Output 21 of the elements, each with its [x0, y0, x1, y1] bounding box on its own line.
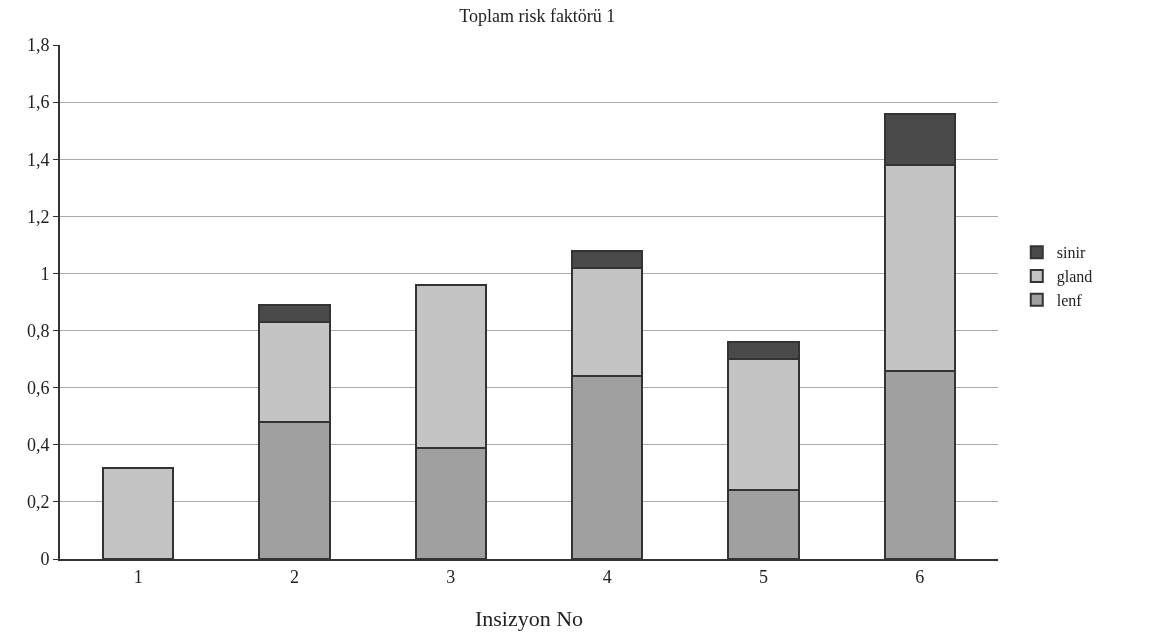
y-tick-label: 0,2 — [26, 492, 50, 513]
legend-label: gland — [1056, 268, 1093, 287]
y-tick-label: 0,4 — [26, 435, 50, 456]
x-tick-label: 4 — [602, 566, 612, 587]
x-tick-label: 5 — [759, 566, 768, 587]
y-tick-label: 0,6 — [26, 377, 50, 398]
chart-title: Toplam risk faktörü 1 — [459, 6, 616, 27]
y-tick-label: 1,4 — [26, 149, 50, 170]
legend-label: sinir — [1056, 244, 1086, 262]
y-tick-label: 1,8 — [26, 35, 50, 56]
x-tick-label: 6 — [915, 566, 925, 587]
x-tick-label: 3 — [446, 566, 456, 587]
legend-label: lenf — [1056, 292, 1083, 310]
y-tick-label: 0 — [40, 549, 50, 570]
x-tick-label: 1 — [133, 566, 143, 587]
x-axis-title: Insizyon No — [474, 606, 584, 631]
y-tick-label: 1,6 — [26, 92, 50, 113]
y-tick-label: 0,8 — [26, 320, 50, 341]
y-tick-label: 1,2 — [26, 206, 50, 227]
x-tick-label: 2 — [290, 566, 299, 587]
y-tick-label: 1 — [40, 263, 50, 284]
